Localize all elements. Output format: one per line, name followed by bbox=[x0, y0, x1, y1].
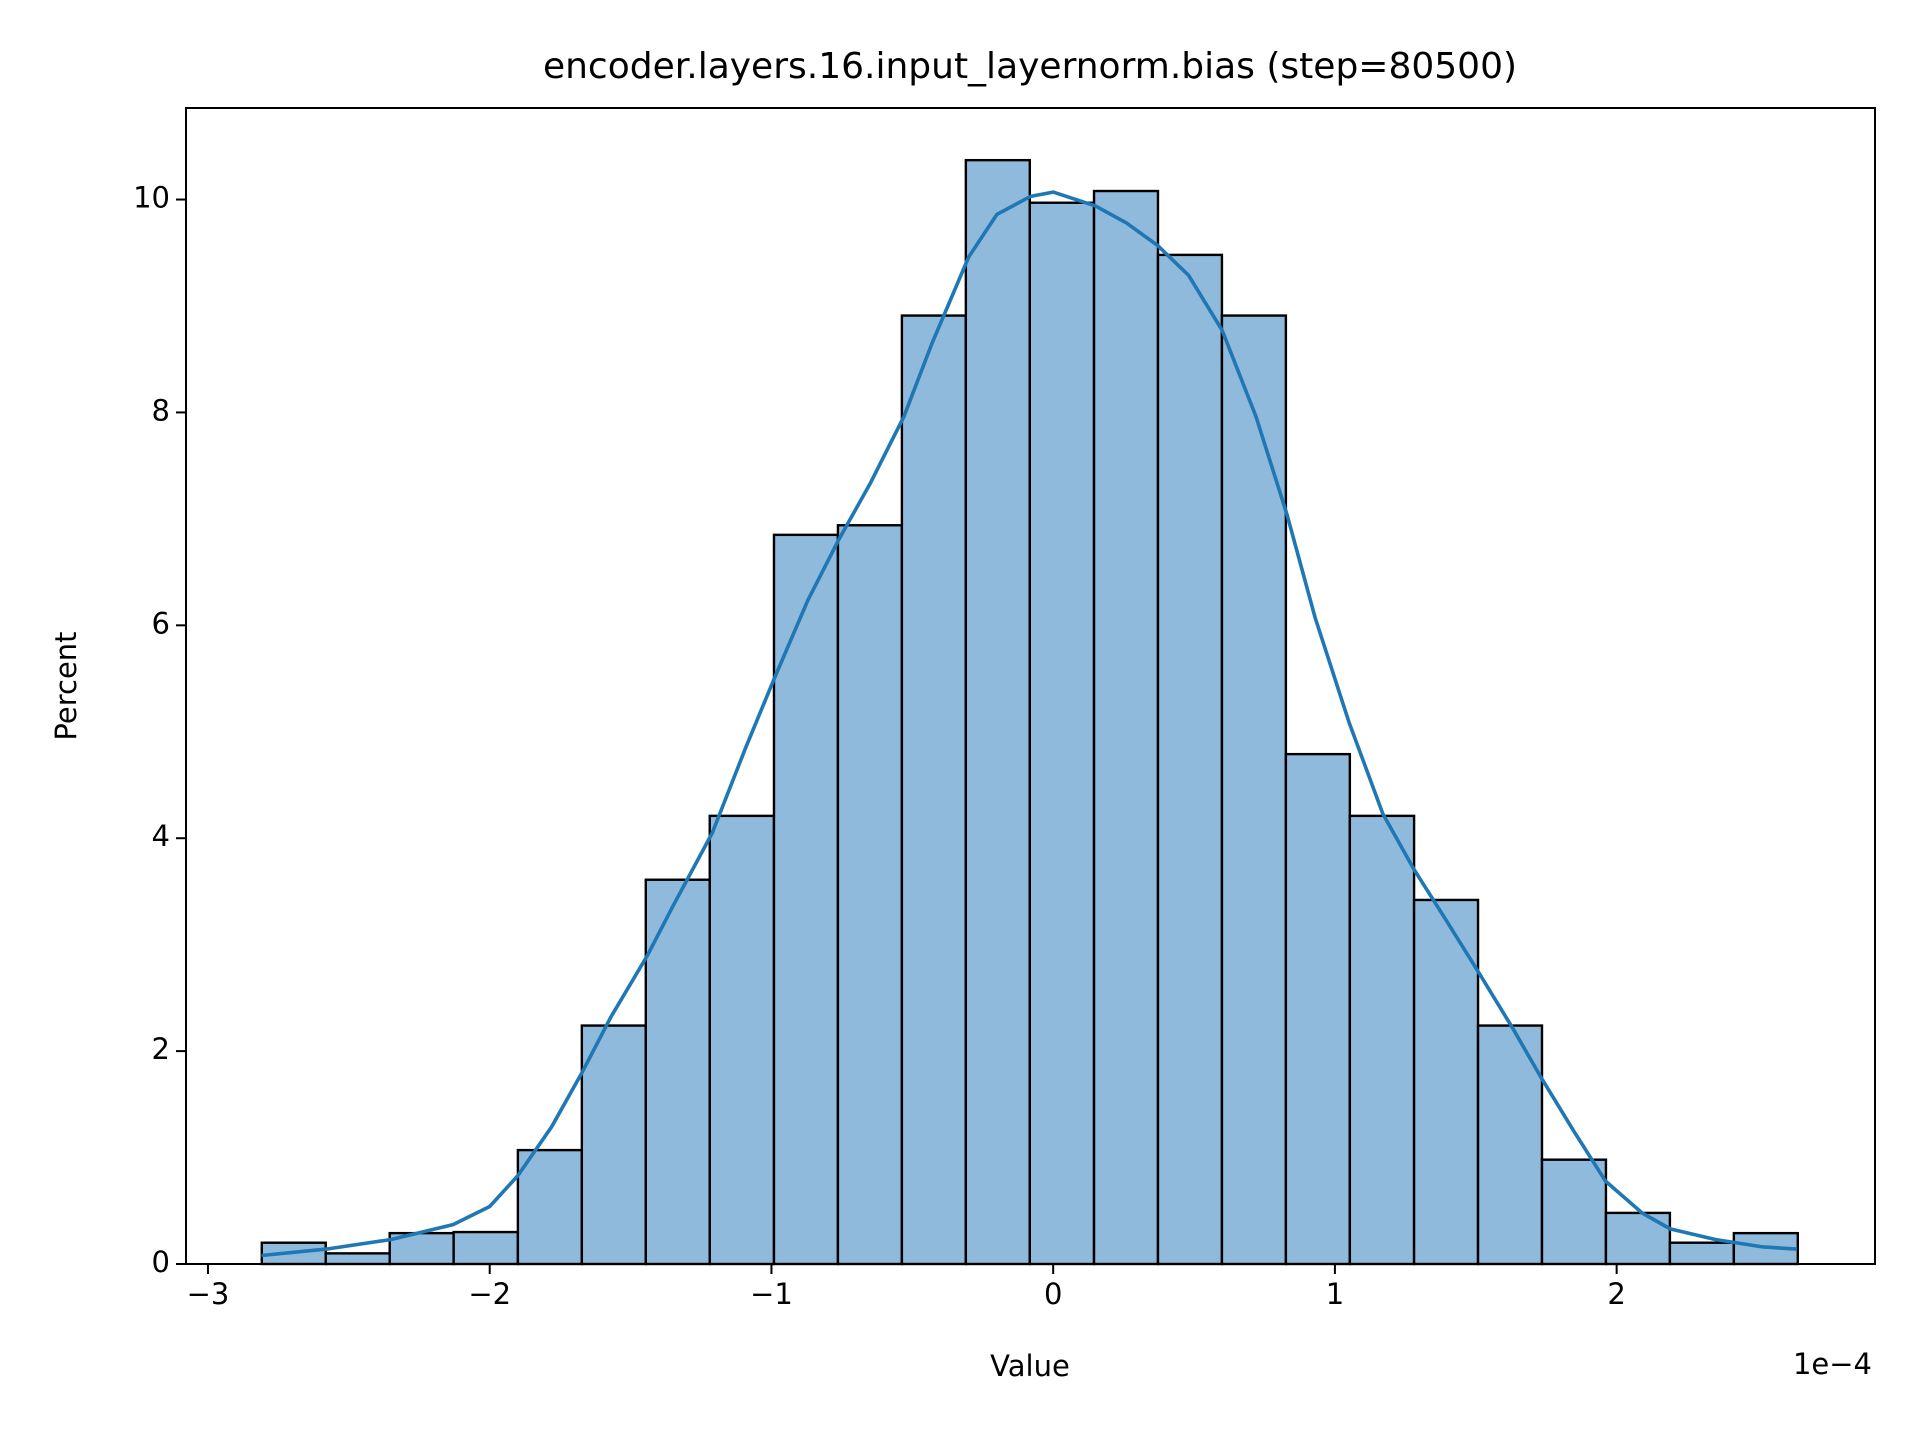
x-offset-label: 1e−4 bbox=[1793, 1347, 1872, 1381]
bar bbox=[1540, 1158, 1608, 1266]
bar bbox=[1092, 189, 1160, 1266]
bar bbox=[324, 1252, 391, 1266]
chart-title: encoder.layers.16.input_layernorm.bias (… bbox=[543, 46, 1517, 87]
bar bbox=[1156, 253, 1224, 1266]
bar bbox=[580, 1024, 647, 1266]
y-tick-label: 10 bbox=[133, 181, 170, 215]
kde-line bbox=[261, 190, 1798, 1258]
y-tick-label: 2 bbox=[152, 1032, 170, 1066]
bar bbox=[772, 533, 840, 1266]
bar bbox=[900, 314, 968, 1266]
x-tick-label: 0 bbox=[1044, 1277, 1062, 1311]
bar bbox=[1604, 1211, 1672, 1266]
x-tick-label: 2 bbox=[1607, 1277, 1625, 1311]
plot-frame bbox=[185, 107, 1876, 1265]
bar bbox=[452, 1230, 520, 1266]
y-tick-label: 6 bbox=[152, 606, 170, 640]
bar bbox=[516, 1148, 584, 1266]
x-tick-label: 1 bbox=[1326, 1277, 1344, 1311]
bar bbox=[836, 524, 904, 1266]
y-tick-label: 4 bbox=[152, 819, 170, 853]
bar bbox=[1668, 1241, 1736, 1266]
x-tick-label: −3 bbox=[187, 1277, 230, 1311]
bar bbox=[1028, 201, 1096, 1266]
bar bbox=[964, 158, 1031, 1266]
bar bbox=[1284, 752, 1352, 1266]
bar bbox=[1220, 314, 1288, 1266]
y-tick-label: 0 bbox=[152, 1245, 170, 1279]
x-tick-label: −1 bbox=[750, 1277, 793, 1311]
x-axis-label: Value bbox=[990, 1349, 1070, 1383]
y-axis-label: Percent bbox=[49, 631, 83, 740]
x-tick-label: −2 bbox=[468, 1277, 511, 1311]
bar bbox=[1348, 814, 1416, 1266]
y-tick-label: 8 bbox=[152, 393, 170, 427]
bar bbox=[708, 814, 776, 1266]
